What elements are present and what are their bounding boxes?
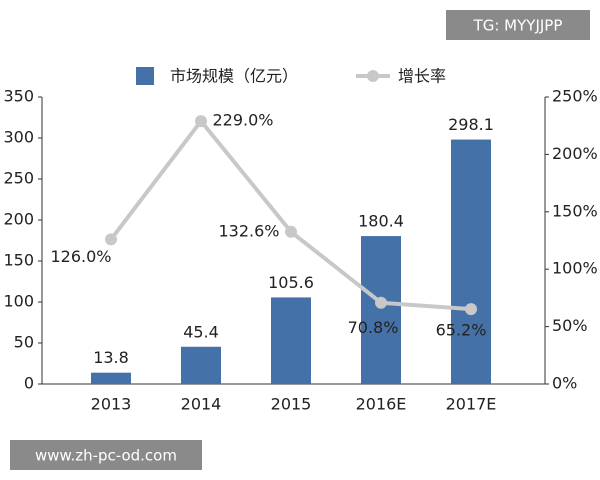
bar bbox=[181, 346, 221, 384]
legend-label: 市场规模（亿元） bbox=[170, 67, 298, 86]
watermark: TG: MYYJJPP bbox=[473, 17, 563, 35]
line-marker bbox=[465, 303, 477, 316]
watermark-box bbox=[10, 440, 202, 470]
watermark: www.zh-pc-od.com bbox=[35, 447, 177, 465]
y2-tick-label: 250% bbox=[552, 87, 598, 106]
y2-tick-label: 100% bbox=[552, 259, 598, 278]
bar bbox=[91, 372, 131, 384]
y-tick-label: 100 bbox=[3, 292, 34, 311]
bar bbox=[451, 139, 491, 384]
bar-value-label: 180.4 bbox=[358, 212, 404, 231]
bar-value-label: 45.4 bbox=[183, 322, 219, 341]
x-tick-label: 2017E bbox=[446, 395, 497, 414]
x-tick-label: 2016E bbox=[356, 395, 407, 414]
x-tick-label: 2015 bbox=[271, 395, 312, 414]
line-value-label: 126.0% bbox=[50, 247, 111, 266]
y2-tick-label: 0% bbox=[552, 374, 577, 393]
y-tick-label: 0 bbox=[24, 374, 34, 393]
legend-swatch bbox=[367, 70, 379, 82]
line-value-label: 70.8% bbox=[348, 318, 399, 337]
y-tick-label: 200 bbox=[3, 210, 34, 229]
x-tick-label: 2013 bbox=[91, 395, 132, 414]
line-marker bbox=[195, 115, 207, 128]
line-value-label: 132.6% bbox=[218, 221, 279, 240]
y-tick-label: 300 bbox=[3, 128, 34, 147]
legend-label: 增长率 bbox=[398, 67, 446, 86]
line-value-label: 65.2% bbox=[436, 321, 487, 340]
line-marker bbox=[285, 225, 297, 238]
y2-tick-label: 200% bbox=[552, 144, 598, 163]
y-tick-label: 150 bbox=[3, 251, 34, 270]
y-tick-label: 250 bbox=[3, 169, 34, 188]
line-marker bbox=[105, 233, 117, 246]
line-value-label: 229.0% bbox=[212, 111, 273, 130]
bar-value-label: 13.8 bbox=[93, 348, 129, 367]
y2-tick-label: 150% bbox=[552, 201, 598, 220]
bar-value-label: 298.1 bbox=[448, 115, 494, 134]
y-tick-label: 50 bbox=[14, 333, 34, 352]
y2-tick-label: 50% bbox=[552, 316, 588, 335]
line-marker bbox=[375, 296, 387, 309]
bar bbox=[361, 236, 401, 384]
legend-swatch bbox=[136, 67, 154, 85]
bar bbox=[271, 297, 311, 384]
x-tick-label: 2014 bbox=[181, 395, 222, 414]
watermark-box bbox=[446, 10, 590, 40]
bar-value-label: 105.6 bbox=[268, 273, 314, 292]
y-tick-label: 350 bbox=[3, 87, 34, 106]
